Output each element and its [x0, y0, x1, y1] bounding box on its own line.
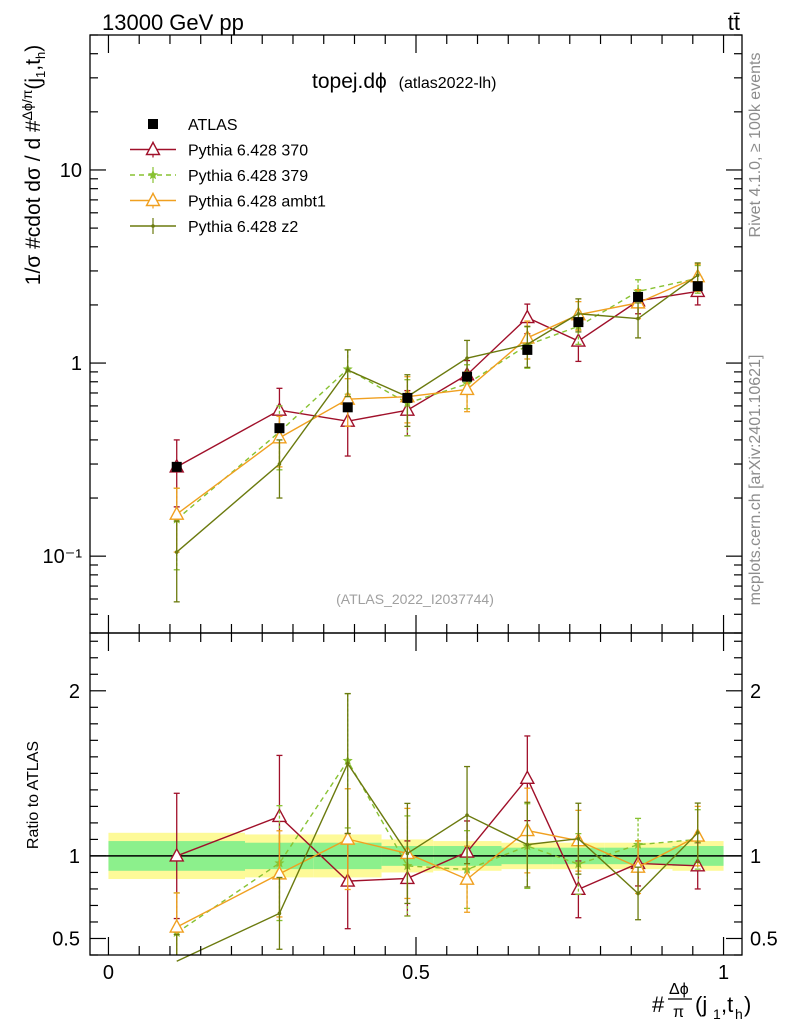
data-point	[342, 402, 353, 413]
main-panel-axes: 10⁻¹ 1 10	[43, 34, 743, 634]
ratio-y-tick-label: 1	[69, 846, 80, 868]
series-point	[570, 332, 587, 347]
svg-text:Δϕ: Δϕ	[669, 981, 689, 998]
x-tick-label: 1	[718, 962, 729, 984]
plot-watermark: (ATLAS_2022_I2037744)	[336, 591, 494, 607]
ratio-point	[465, 813, 469, 817]
ratio-point	[340, 830, 356, 845]
ratio-panel-series	[169, 692, 706, 962]
legend-marker	[148, 119, 158, 129]
svg-text:π: π	[673, 1004, 684, 1021]
x-tick-label: 0.5	[402, 962, 430, 984]
data-point	[522, 344, 533, 355]
svg-text:1: 1	[713, 1006, 721, 1022]
ratio-y-axis-label: Ratio to ATLAS	[25, 741, 42, 849]
legend-label: Pythia 6.428 379	[188, 168, 308, 185]
plot-title-tag: (atlas2022-lh)	[399, 75, 497, 92]
x-tick-label: 0	[103, 962, 114, 984]
y-axis-label-frac: Δϕ/π	[19, 89, 35, 120]
ratio-y-tick-label: 2	[69, 681, 80, 703]
svg-text:#: #	[652, 992, 665, 1017]
series-point	[271, 401, 288, 416]
series-point	[459, 380, 475, 396]
y-tick-label: 1	[71, 353, 82, 375]
svg-text:): )	[744, 992, 751, 1017]
ratio-frame	[89, 632, 743, 956]
y-axis-label: 1/σ #cdot dσ / d #Δϕ/π(j1,th)	[19, 45, 48, 285]
ratio-point	[576, 836, 581, 841]
legend-marker	[147, 169, 159, 180]
svg-text:h: h	[735, 1006, 743, 1022]
main-panel-data-points	[171, 281, 703, 472]
legend-label: Pythia 6.428 ambt1	[188, 194, 326, 211]
series-line-3	[176, 274, 699, 553]
data-point	[171, 461, 182, 472]
ratio-panel-axes: 0 0.5 1 0.5 0.5 1 1 2 2	[52, 632, 778, 984]
main-panel-series	[169, 262, 706, 603]
y-axis-label-args: (j	[22, 78, 45, 90]
data-point	[274, 423, 285, 434]
series-point	[174, 550, 179, 554]
ratio-point	[636, 891, 640, 896]
ratio-point	[277, 911, 282, 916]
series-point	[345, 368, 350, 372]
svg-text:(j: (j	[695, 992, 707, 1017]
ratio-point	[345, 761, 350, 766]
ratio-point	[519, 769, 536, 784]
series-point	[695, 273, 700, 278]
ratio-y-tick-label-right: 2	[750, 681, 761, 703]
data-point	[402, 392, 413, 403]
ratio-point	[525, 842, 530, 847]
series-point	[636, 316, 640, 321]
series-point	[465, 356, 469, 360]
ratio-y-tick-label-right: 1	[750, 846, 761, 868]
series-point	[576, 311, 581, 316]
x-axis-label: # Δϕ π (j 1 ,t h )	[652, 981, 751, 1022]
series-point	[169, 505, 185, 520]
ratio-y-tick-label: 0.5	[52, 928, 80, 950]
y-tick-label: 10	[60, 160, 82, 182]
rivet-version-label: Rivet 4.1.0, ≥ 100k events	[747, 53, 764, 238]
data-point	[462, 371, 473, 382]
legend-marker	[151, 224, 155, 228]
data-point	[692, 281, 703, 292]
svg-text:1/σ #cdot dσ / d #Δϕ/π(j1,th): 1/σ #cdot dσ / d #Δϕ/π(j1,th)	[19, 45, 48, 285]
header-energy-label: 13000 GeV pp	[102, 10, 244, 35]
mcplots-credit-label: mcplots.cern.ch [arXiv:2401.10621]	[747, 355, 764, 606]
legend-label: ATLAS	[188, 117, 238, 134]
ratio-point	[405, 851, 410, 856]
data-point	[573, 317, 584, 328]
data-point	[633, 291, 644, 302]
plot-title-main: topej.dϕ	[312, 70, 387, 93]
ratio-y-tick-label-right: 0.5	[750, 928, 778, 950]
legend: ATLAS Pythia 6.428 370 Pythia 6.428 379 Pyt…	[130, 117, 326, 236]
series-line-2	[176, 276, 698, 515]
series-line-1	[176, 277, 698, 520]
y-tick-label: 10⁻¹	[43, 546, 83, 568]
y-axis-label-lead: 1/σ #cdot dσ / d #	[22, 120, 45, 285]
legend-marker	[145, 141, 161, 156]
header-process-label: tt̄	[728, 10, 740, 35]
series-point	[277, 462, 282, 466]
legend-label: Pythia 6.428 z2	[188, 219, 298, 236]
plot-title: topej.dϕ (atlas2022-lh)	[312, 70, 496, 93]
ratio-point	[695, 831, 700, 835]
legend-marker	[145, 192, 161, 207]
ratio-point	[169, 847, 185, 862]
ratio-point	[459, 870, 475, 885]
svg-text:,t: ,t	[721, 992, 733, 1017]
legend-label: Pythia 6.428 370	[188, 143, 308, 160]
ratio-point	[169, 918, 185, 933]
